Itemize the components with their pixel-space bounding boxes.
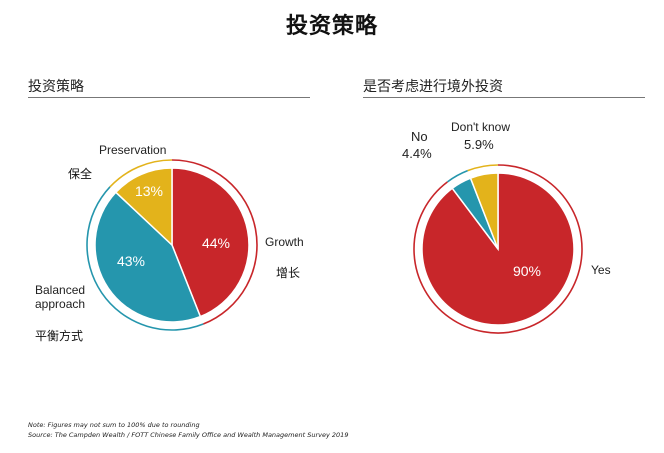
- right-value-no: 4.4%: [402, 146, 432, 161]
- left-label-preservation-cn: 保全: [68, 166, 92, 181]
- left-label-growth: Growth: [265, 235, 304, 249]
- right-label-dontknow: Don't know: [451, 120, 510, 134]
- left-label-balanced-cn: 平衡方式: [35, 328, 83, 343]
- right-outer-arc-no: [446, 169, 468, 183]
- right-outer-arc-dontknow: [467, 164, 499, 172]
- right-value-dontknow: 5.9%: [464, 137, 494, 152]
- right-chart-title: 是否考虑进行境外投资: [363, 79, 503, 95]
- left-label-balanced-line1: Balanced: [35, 283, 85, 297]
- main-title: 投资策略: [285, 13, 378, 39]
- left-chart-title: 投资策略: [28, 79, 84, 95]
- left-slice-growth: [171, 167, 250, 318]
- left-value-growth: 44%: [202, 235, 230, 251]
- left-label-growth-cn: 增长: [276, 266, 300, 280]
- left-label-balanced-line2: approach: [35, 297, 85, 311]
- right-value-yes: 90%: [513, 263, 541, 279]
- right-label-yes: Yes: [591, 263, 611, 277]
- left-label-preservation: Preservation: [99, 143, 166, 157]
- left-slice-preservation: [114, 167, 173, 247]
- right-title-rule: [363, 97, 645, 98]
- left-value-balanced: 43%: [117, 253, 145, 269]
- left-title-rule: [28, 97, 310, 98]
- right-label-no: No: [411, 129, 428, 144]
- footer-note: Note: Figures may not sum to 100% due to…: [28, 421, 200, 429]
- left-outer-arc-growth: [171, 159, 258, 325]
- left-value-preservation: 13%: [135, 183, 163, 199]
- right-slice-dontknow: [469, 172, 499, 250]
- right-outer-arc-yes: [413, 164, 583, 334]
- left-outer-arc-preservation: [109, 159, 173, 188]
- left-outer-arc-balanced: [86, 186, 204, 331]
- footer-source: Source: The Campden Wealth / FOTT Chines…: [28, 431, 349, 439]
- left-slice-balanced: [94, 191, 202, 323]
